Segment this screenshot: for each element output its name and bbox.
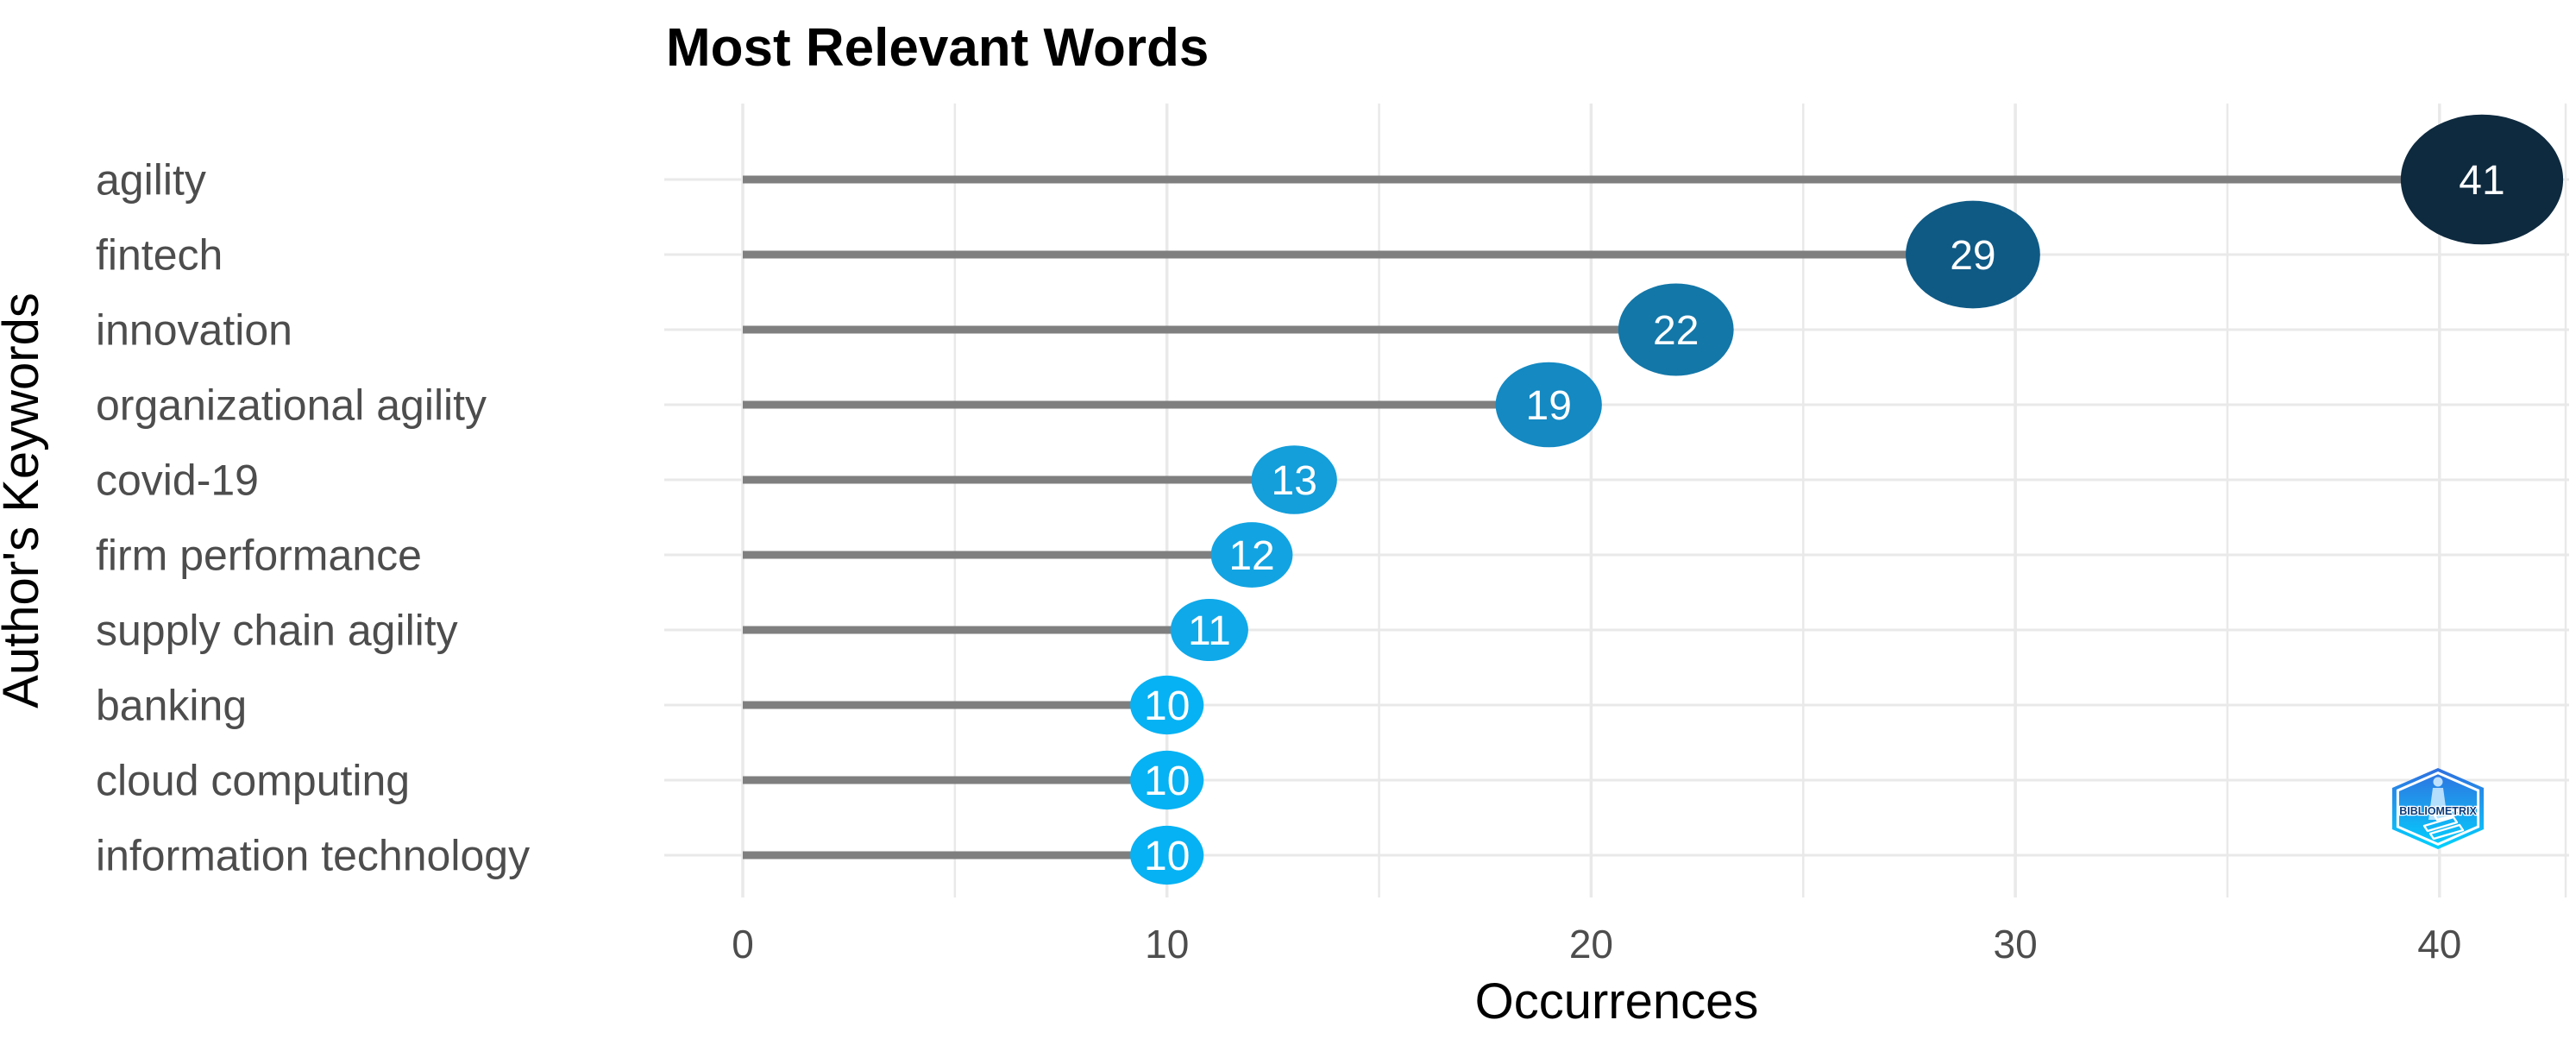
data-point (1130, 750, 1204, 810)
data-point (1618, 283, 1734, 376)
category-label: supply chain agility (96, 607, 458, 655)
x-tick-label: 0 (732, 922, 754, 967)
chart-title: Most Relevant Words (666, 18, 1209, 78)
logo-inner-hexagon-icon (2396, 771, 2480, 847)
point-value: 22 (1653, 308, 1699, 354)
bibliometrix-logo: BIBLIOMETRIX (2392, 768, 2484, 849)
x-tick-label: 30 (1994, 922, 2038, 967)
logo-wordmark: BIBLIOMETRIX (2399, 805, 2477, 817)
category-label: firm performance (96, 532, 422, 580)
category-label: banking (96, 682, 247, 730)
point-value: 10 (1144, 834, 1190, 879)
logo-statue-icon (2428, 788, 2447, 820)
point-value: 19 (1526, 383, 1572, 429)
category-label: covid-19 (96, 457, 259, 505)
data-point (1170, 598, 1248, 662)
data-point (1906, 200, 2040, 309)
data-point (1130, 825, 1204, 885)
logo-books-icon (2422, 808, 2465, 841)
x-tick-label: 20 (1569, 922, 1613, 967)
category-label: innovation (96, 306, 292, 355)
category-label: organizational agility (96, 381, 487, 430)
data-point (1251, 445, 1337, 514)
logo-statue-icon (2433, 777, 2443, 787)
point-value: 10 (1144, 683, 1190, 729)
point-value: 12 (1228, 533, 1274, 579)
point-value: 10 (1144, 759, 1190, 804)
data-point (2400, 114, 2564, 245)
category-label: fintech (96, 231, 223, 280)
chart-content: 41 29 22 19 13 12 11 10 10 10 agility fintech innova… (96, 104, 2569, 967)
point-value: 11 (1188, 608, 1231, 654)
x-axis-title: Occurrences (1475, 973, 1759, 1030)
y-axis-title: Author's Keywords (0, 293, 49, 708)
category-label: information technology (96, 832, 530, 880)
data-point (1130, 675, 1204, 735)
category-label: agility (96, 156, 206, 205)
point-value: 41 (2459, 158, 2504, 204)
category-label: cloud computing (96, 757, 410, 805)
point-value: 13 (1272, 458, 1317, 504)
data-point (1495, 362, 1602, 448)
x-tick-label: 10 (1145, 922, 1189, 967)
point-value: 29 (1950, 233, 1995, 279)
x-tick-label: 40 (2417, 922, 2461, 967)
data-point (1210, 522, 1293, 588)
